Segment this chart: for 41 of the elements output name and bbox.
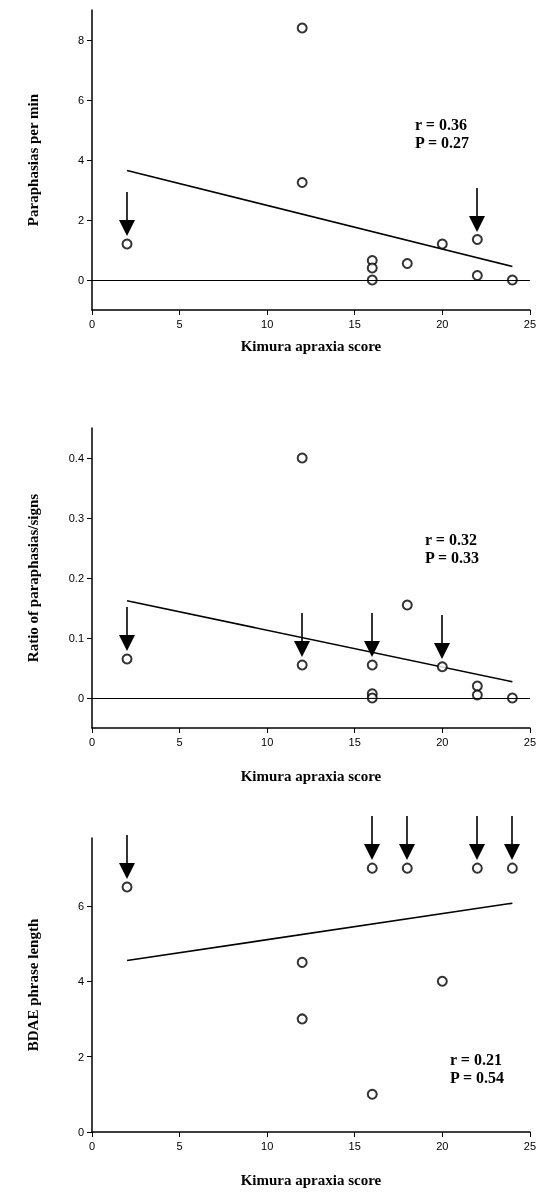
x-tick-label: 15	[348, 317, 361, 330]
x-tick-label: 20	[436, 735, 449, 748]
annotation: r = 0.36 P = 0.27	[415, 115, 470, 151]
x-tick-label: 20	[436, 1139, 449, 1152]
x-tick-label: 10	[261, 1139, 274, 1152]
x-tick-label: 0	[88, 735, 96, 748]
y-tick-label: 0	[77, 1126, 84, 1138]
x-axis-title: Kimura apraxia score	[240, 767, 382, 784]
x-tick-label: 5	[176, 735, 183, 748]
y-tick-label: 6	[77, 899, 84, 912]
y-tick-label: 0.4	[68, 452, 84, 464]
x-axis-title: Kimura apraxia score	[240, 337, 382, 354]
x-tick-label: 10	[261, 317, 274, 330]
y-tick-label: 0	[77, 692, 84, 704]
y-tick-label: 2	[77, 214, 84, 226]
x-tick-label: 5	[176, 1139, 183, 1152]
y-tick-label: 0.2	[68, 572, 84, 584]
x-tick-label: 25	[523, 735, 537, 748]
x-axis-title: Kimura apraxia score	[240, 1171, 382, 1188]
y-tick-label: 4	[77, 975, 84, 988]
y-tick-label: 6	[77, 94, 84, 106]
x-tick-label: 10	[261, 735, 274, 748]
x-tick-label: 15	[348, 1139, 361, 1152]
x-tick-label: 0	[88, 1139, 96, 1152]
annotation: r = 0.32 P = 0.33	[425, 530, 480, 566]
x-tick-label: 25	[523, 317, 537, 330]
y-axis-title: Paraphasias per min	[24, 93, 41, 227]
y-tick-label: 0.1	[68, 632, 84, 644]
y-tick-label: 8	[77, 34, 84, 46]
x-tick-label: 15	[348, 735, 361, 748]
x-tick-label: 5	[176, 317, 183, 330]
y-tick-label: 4	[77, 154, 84, 166]
x-tick-label: 25	[523, 1139, 537, 1152]
y-axis-title: Ratio of paraphasias/signs	[24, 493, 41, 663]
x-tick-label: 20	[436, 317, 449, 330]
y-axis-title: BDAE phrase length	[24, 918, 41, 1052]
x-tick-label: 0	[88, 317, 96, 330]
annotation: r = 0.21 P = 0.54	[450, 1050, 505, 1086]
y-tick-label: 2	[77, 1050, 84, 1063]
y-tick-label: 0	[77, 274, 84, 286]
y-tick-label: 0.3	[68, 512, 84, 524]
